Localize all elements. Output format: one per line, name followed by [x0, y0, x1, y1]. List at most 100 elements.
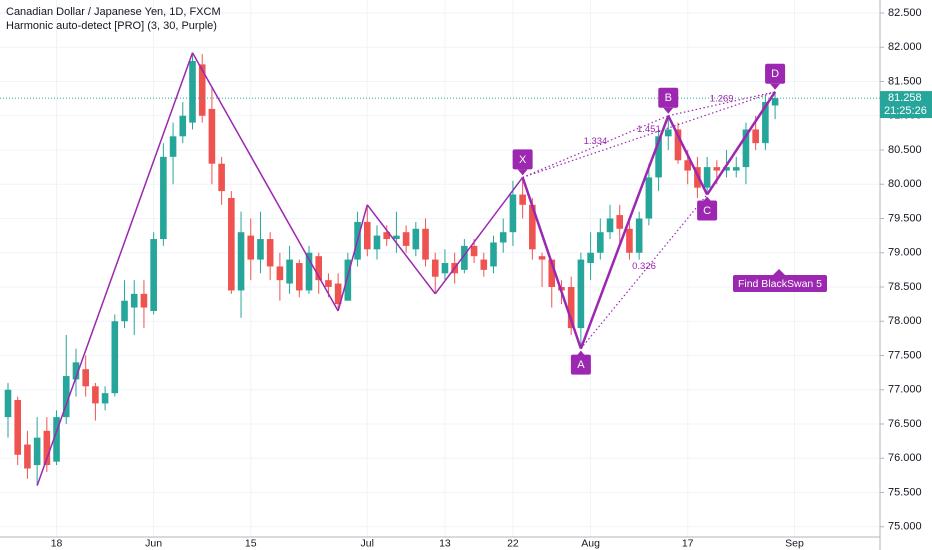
grid — [0, 0, 880, 537]
candle-body — [53, 417, 60, 462]
candle-body — [92, 386, 99, 404]
candle-body — [577, 259, 585, 329]
y-tick-label: 78.000 — [888, 315, 922, 327]
candle-body — [732, 167, 740, 171]
pattern-point-box — [570, 354, 591, 375]
x-tick-label: 17 — [682, 537, 694, 549]
annotation-box — [733, 275, 827, 292]
y-tick-label: 77.500 — [888, 349, 922, 361]
candle-body — [344, 259, 352, 301]
last-price-label: 81.258 — [888, 92, 922, 104]
candle-body — [519, 194, 526, 205]
candle-body — [422, 228, 429, 260]
candle-body — [130, 293, 138, 308]
candle-body — [674, 129, 682, 161]
candle-body — [762, 102, 769, 144]
candle-body — [286, 259, 293, 284]
candle-body — [266, 239, 274, 267]
candle-body — [169, 136, 177, 157]
y-tick-label: 75.500 — [888, 486, 922, 498]
candle-body — [189, 60, 196, 123]
pattern-point-box — [658, 87, 679, 108]
candle-body — [198, 64, 206, 116]
candle-body — [325, 280, 332, 287]
x-tick-label: 13 — [439, 537, 451, 549]
y-tick-label: 79.500 — [888, 212, 922, 224]
pattern-point-box — [765, 63, 786, 84]
candle-body — [548, 259, 556, 287]
candle-body — [383, 232, 390, 240]
candle-body — [635, 218, 643, 253]
ratio-line — [522, 91, 776, 178]
annotation-label: Find BlackSwan 5 — [738, 278, 822, 290]
countdown-label: 21:25:26 — [884, 105, 927, 117]
candle-body — [684, 160, 691, 171]
y-tick-label: 80.000 — [888, 178, 922, 190]
candle-body — [160, 156, 167, 240]
candle-body — [606, 218, 614, 233]
chart-title: Canadian Dollar / Japanese Yen, 1D, FXCM — [6, 6, 221, 18]
candle-body — [24, 444, 31, 469]
pattern-point-label: A — [577, 359, 585, 371]
zigzag-segment — [366, 204, 436, 295]
y-tick-label: 77.000 — [888, 384, 922, 396]
candle-body — [33, 437, 41, 466]
candle-body — [626, 228, 633, 253]
pattern-leg — [521, 176, 583, 350]
candle-body — [616, 215, 624, 229]
candle-body — [703, 167, 711, 188]
y-tick-label: 81.500 — [888, 75, 922, 87]
pattern-point-pointer — [517, 169, 528, 176]
candle-body — [72, 362, 80, 380]
last-price-box — [880, 91, 932, 119]
candle-body — [82, 369, 89, 387]
annotation-pointer — [772, 269, 786, 276]
candle-body — [334, 283, 342, 305]
candle-body — [412, 228, 420, 250]
candle-body — [587, 252, 594, 264]
candle-body — [723, 167, 730, 171]
y-tick-label: 75.000 — [888, 521, 922, 533]
candle-body — [208, 108, 216, 164]
candle-body — [713, 167, 721, 171]
candle-body — [538, 256, 546, 260]
candle-body — [509, 194, 517, 233]
x-tick-label: 18 — [51, 537, 63, 549]
pattern-leg — [667, 115, 709, 196]
candle-body — [393, 235, 400, 240]
zigzag-segment — [434, 176, 524, 295]
candle-body — [111, 321, 119, 394]
candle-body — [480, 259, 488, 270]
candle-body — [431, 259, 439, 277]
candle-body — [276, 266, 284, 281]
candle-body — [247, 235, 255, 260]
candle-body — [402, 232, 410, 246]
ratio-label: 0.326 — [632, 261, 656, 272]
candle-body — [461, 245, 468, 270]
ratio-label: 1.334 — [584, 136, 608, 147]
ratio-label: 1.451 — [637, 124, 661, 135]
y-tick-label: 80.500 — [888, 144, 922, 156]
candle-body — [664, 129, 672, 137]
pattern-point-label: B — [665, 92, 672, 104]
candle-body — [742, 129, 750, 168]
y-tick-label: 79.000 — [888, 247, 922, 259]
candle-body — [363, 221, 371, 250]
zigzag-segment — [337, 204, 368, 312]
x-tick-label: Aug — [581, 537, 600, 549]
ratio-line — [580, 194, 708, 350]
x-tick-label: Sep — [785, 537, 804, 549]
candle-body — [43, 430, 51, 466]
plot — [4, 52, 779, 486]
candle-body — [305, 252, 313, 291]
y-tick-label: 76.500 — [888, 418, 922, 430]
candle-body — [237, 232, 245, 291]
y-tick-label: 78.500 — [888, 281, 922, 293]
pattern-point-label: C — [703, 205, 711, 217]
pattern-leg — [706, 91, 777, 196]
candle-body — [645, 177, 653, 219]
candle-body — [121, 300, 128, 322]
candle-body — [101, 393, 109, 404]
candle-body — [4, 389, 12, 418]
candle-body — [140, 293, 148, 308]
